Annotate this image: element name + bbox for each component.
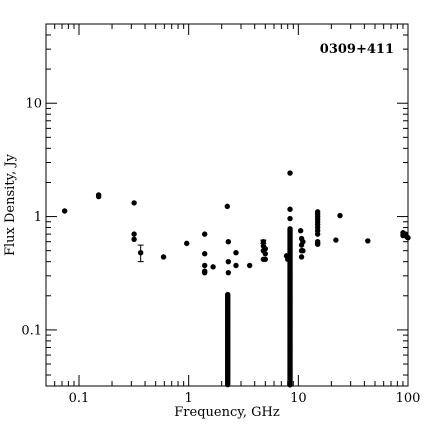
x-axis-label: Frequency, GHz xyxy=(174,405,280,420)
minor-ticks xyxy=(45,23,408,386)
data-point xyxy=(95,193,102,200)
error-bars xyxy=(137,239,267,263)
data-point xyxy=(298,254,305,260)
y-axis-label: Flux Density, Jy xyxy=(3,153,18,256)
data-point xyxy=(404,234,410,240)
data-point xyxy=(225,269,232,276)
data-point xyxy=(285,256,291,262)
chart-title: 0309+411 xyxy=(320,42,394,57)
data-point xyxy=(287,382,293,388)
point-run xyxy=(287,226,293,388)
data-point xyxy=(287,206,293,212)
data-point xyxy=(333,237,339,243)
data-point xyxy=(201,251,208,257)
data-point xyxy=(131,231,137,237)
data-point xyxy=(262,251,269,257)
data-point xyxy=(61,208,68,214)
point-run xyxy=(225,291,231,388)
data-point xyxy=(201,231,208,237)
data-point xyxy=(287,215,293,222)
data-point xyxy=(233,262,239,269)
x-tick-label: 100 xyxy=(396,391,421,406)
data-point xyxy=(160,254,167,260)
x-tick-label: 10 xyxy=(290,391,307,406)
data-point xyxy=(262,246,269,252)
data-point xyxy=(131,236,137,243)
data-points xyxy=(61,170,411,388)
data-point xyxy=(365,238,371,244)
data-point xyxy=(225,381,231,388)
major-ticks xyxy=(46,24,409,386)
x-tick-label: 1 xyxy=(185,391,193,406)
data-point xyxy=(184,240,190,247)
data-point xyxy=(131,200,137,206)
data-point xyxy=(233,249,239,256)
y-tick-label: 0.1 xyxy=(21,323,42,338)
data-point xyxy=(262,256,269,262)
x-tick-label: 0.1 xyxy=(69,391,90,406)
data-point xyxy=(246,262,253,269)
data-point xyxy=(300,239,306,245)
tick-labels: 0.1 1 10 100 0.1 1 10 xyxy=(21,97,420,406)
y-tick-label: 1 xyxy=(34,210,42,225)
data-point xyxy=(201,269,208,276)
data-point xyxy=(337,212,343,219)
y-tick-label: 10 xyxy=(25,97,42,112)
data-point xyxy=(225,258,232,265)
data-point xyxy=(225,239,232,245)
data-point xyxy=(300,247,306,254)
data-point xyxy=(287,170,293,176)
data-point xyxy=(210,264,216,270)
data-point xyxy=(297,228,304,234)
data-point xyxy=(201,262,208,269)
data-point xyxy=(314,241,321,247)
data-point xyxy=(314,231,321,237)
data-point xyxy=(224,203,230,210)
